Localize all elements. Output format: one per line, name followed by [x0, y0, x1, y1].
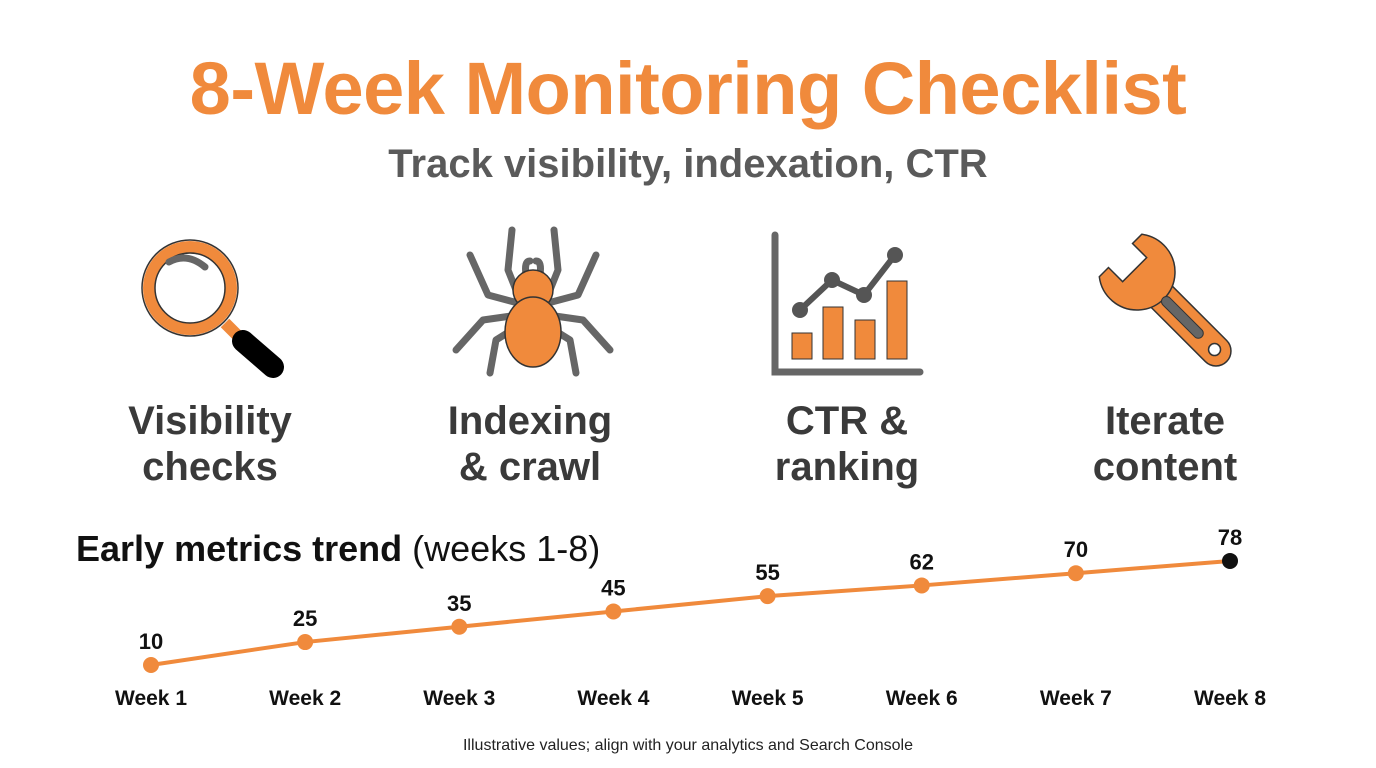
- data-label: 62: [909, 549, 933, 574]
- data-point: [1067, 565, 1084, 582]
- x-tick-label: Week 7: [1040, 687, 1112, 710]
- page-subtitle: Track visibility, indexation, CTR: [388, 142, 988, 186]
- x-tick-label: Week 5: [732, 687, 804, 710]
- card-label-visibility: Visibility checks: [128, 399, 292, 489]
- data-label: 25: [293, 606, 317, 631]
- wrench-icon: [1098, 233, 1232, 367]
- data-point: [759, 588, 776, 605]
- data-point: [451, 618, 468, 635]
- trend-line: [150, 558, 1231, 667]
- data-point: [1222, 552, 1238, 569]
- x-tick-label: Week 3: [423, 687, 495, 710]
- magnifier-icon: [141, 239, 284, 378]
- x-tick-label: Week 1: [115, 687, 187, 710]
- data-point: [143, 657, 159, 673]
- card-label-ctr: CTR & ranking: [774, 399, 920, 489]
- data-label: 78: [1218, 525, 1242, 550]
- data-label: 55: [755, 560, 779, 585]
- data-label: 35: [447, 591, 471, 616]
- spider-icon: [452, 226, 614, 377]
- card-label-iterate: Iterate content: [1092, 399, 1238, 489]
- data-point: [605, 603, 622, 620]
- x-tick-label: Week 8: [1194, 687, 1266, 710]
- data-label: 70: [1064, 537, 1088, 562]
- page-title: 8-Week Monitoring Checklist: [189, 47, 1187, 130]
- bar-line-chart-icon: [771, 231, 924, 376]
- data-label: 10: [139, 629, 163, 654]
- footnote: Illustrative values; align with your ana…: [462, 737, 913, 754]
- card-label-indexing: Indexing & crawl: [447, 399, 613, 489]
- x-tick-label: Week 6: [886, 687, 958, 710]
- trend-title: Early metrics trend (weeks 1-8): [76, 528, 601, 569]
- x-tick-label: Week 4: [577, 687, 649, 710]
- data-label: 45: [601, 575, 625, 600]
- data-point: [913, 577, 930, 594]
- x-tick-label: Week 2: [269, 687, 341, 710]
- data-point: [297, 634, 314, 651]
